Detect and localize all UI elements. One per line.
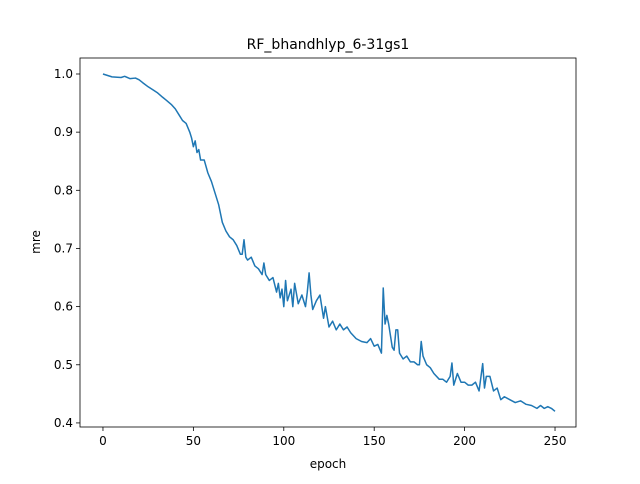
data-line [102, 73, 556, 412]
y-tick-label: 0.9 [54, 125, 73, 139]
x-tick-label: 250 [544, 434, 567, 448]
x-tick-label: 100 [272, 434, 295, 448]
plot-frame [79, 57, 577, 428]
y-tick-label: 1.0 [54, 67, 73, 81]
x-tick-label: 50 [186, 434, 201, 448]
y-tick-label: 0.8 [54, 183, 73, 197]
y-tick-label: 0.6 [54, 300, 73, 314]
y-tick-label: 0.4 [54, 416, 73, 430]
y-tick-label: 0.5 [54, 358, 73, 372]
chart-title: RF_bhandhlyp_6-31gs1 [247, 37, 410, 53]
x-tick-label: 200 [453, 434, 476, 448]
y-axis-label: mre [29, 230, 43, 254]
x-tick-label: 0 [99, 434, 107, 448]
y-tick-label: 0.7 [54, 241, 73, 255]
x-axis-label: epoch [310, 457, 347, 471]
x-tick-label: 150 [363, 434, 386, 448]
